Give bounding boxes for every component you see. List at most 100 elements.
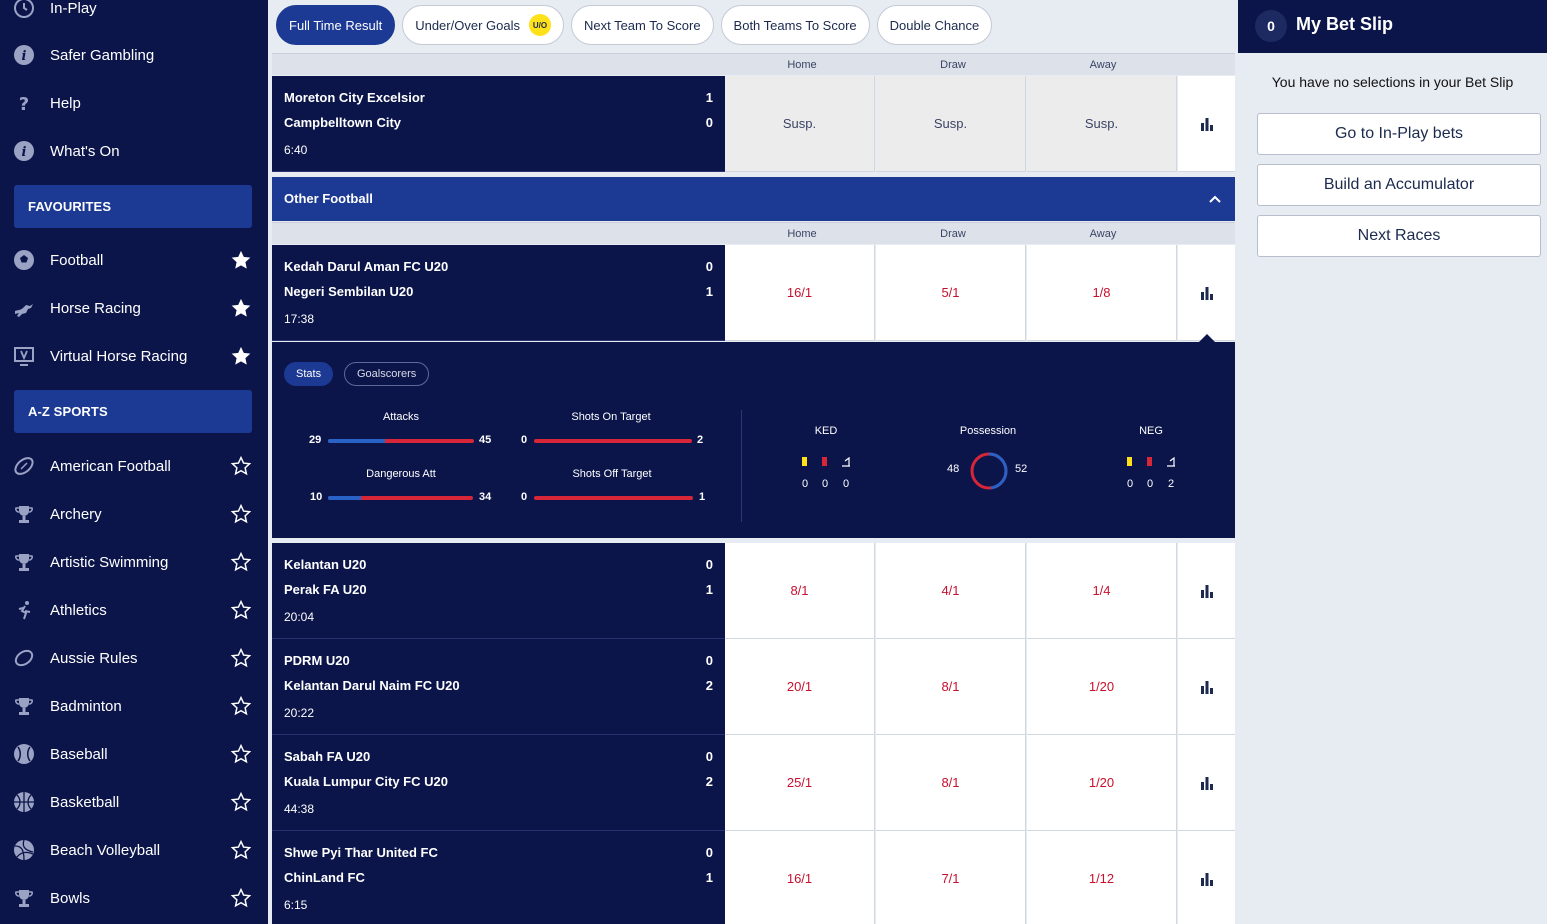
goalscorers-tab[interactable]: Goalscorers: [344, 362, 430, 386]
sidebar-item-safer-gambling[interactable]: i Safer Gambling: [0, 31, 268, 79]
sidebar-item-bowls[interactable]: Bowls: [0, 874, 268, 922]
star-outline-icon[interactable]: [230, 455, 252, 477]
tab-both-teams-to-score[interactable]: Both Teams To Score: [720, 5, 870, 45]
odds-away[interactable]: 1/12: [1027, 831, 1177, 924]
odds-home[interactable]: 20/1: [725, 639, 875, 735]
sidebar-item-label: Horse Racing: [50, 299, 141, 317]
stats-button[interactable]: [1178, 76, 1235, 172]
odds-draw[interactable]: 8/1: [876, 639, 1026, 735]
star-outline-icon[interactable]: [230, 551, 252, 573]
away-score: 2: [705, 774, 713, 789]
build-accumulator-button[interactable]: Build an Accumulator: [1257, 164, 1541, 206]
odds-draw[interactable]: 4/1: [876, 543, 1026, 639]
sidebar-item-american-football[interactable]: American Football: [0, 442, 268, 490]
sidebar-item-whats-on[interactable]: i What's On: [0, 127, 268, 175]
dangerous-att-label: Dangerous Att: [366, 468, 436, 480]
odds-home[interactable]: 25/1: [725, 735, 875, 831]
match-info[interactable]: Shwe Pyi Thar United FC 0 ChinLand FC 1 6:15: [272, 831, 725, 924]
home-corners-count: 0: [842, 478, 850, 490]
star-outline-icon[interactable]: [230, 839, 252, 861]
tab-full-time-result[interactable]: Full Time Result: [276, 5, 396, 45]
sidebar-item-badminton[interactable]: Badminton: [0, 682, 268, 730]
odds-away[interactable]: 1/20: [1027, 735, 1177, 831]
baseball-icon: [12, 742, 36, 766]
star-outline-icon[interactable]: [230, 503, 252, 525]
odds-draw[interactable]: 8/1: [876, 735, 1026, 831]
odds-draw[interactable]: 5/1: [876, 245, 1026, 341]
sidebar-item-archery[interactable]: Archery: [0, 490, 268, 538]
odds-away[interactable]: 1/4: [1027, 543, 1177, 639]
bet-slip-header[interactable]: 0 My Bet Slip: [1238, 0, 1547, 53]
tab-under-over-goals[interactable]: Under/Over Goals U/O: [402, 5, 564, 45]
go-to-in-play-button[interactable]: Go to In-Play bets: [1257, 113, 1541, 155]
match-info[interactable]: Sabah FA U20 0 Kuala Lumpur City FC U20 2 44…: [272, 735, 725, 831]
odds-away[interactable]: 1/8: [1027, 245, 1177, 341]
sidebar-item-beach-volleyball[interactable]: Beach Volleyball: [0, 826, 268, 874]
odds-home[interactable]: 16/1: [725, 245, 875, 341]
possession-home: 48: [947, 463, 960, 475]
uo-badge-icon: U/O: [528, 14, 551, 36]
sidebar-item-label: American Football: [50, 457, 171, 475]
star-filled-icon[interactable]: [230, 249, 252, 271]
stats-button[interactable]: [1178, 543, 1235, 639]
away-score: 1: [705, 870, 713, 885]
attacks-label: Attacks: [382, 411, 420, 423]
sidebar-item-athletics[interactable]: Athletics: [0, 586, 268, 634]
red-card-icon: [1147, 457, 1152, 466]
star-outline-icon[interactable]: [230, 743, 252, 765]
sidebar-item-help[interactable]: ? Help: [0, 79, 268, 127]
odds-home[interactable]: 8/1: [725, 543, 875, 639]
star-filled-icon[interactable]: [230, 297, 252, 319]
stats-button[interactable]: [1178, 831, 1235, 924]
odds-draw[interactable]: 7/1: [876, 831, 1026, 924]
odds-away[interactable]: 1/20: [1027, 639, 1177, 735]
sidebar-item-football[interactable]: Football: [0, 236, 268, 284]
stats-tab[interactable]: Stats: [284, 362, 334, 386]
stats-button[interactable]: [1178, 639, 1235, 735]
section-other-football[interactable]: Other Football: [272, 177, 1235, 221]
star-outline-icon[interactable]: [230, 599, 252, 621]
match-info[interactable]: Moreton City Excelsior 1 Campbelltown Ci…: [272, 76, 725, 172]
sidebar-item-horse-racing[interactable]: Horse Racing: [0, 284, 268, 332]
away-team: ChinLand FC: [284, 870, 365, 885]
svg-text:?: ?: [19, 94, 29, 114]
match-info[interactable]: Kedah Darul Aman FC U20 0 Negeri Sembila…: [272, 245, 725, 341]
star-outline-icon[interactable]: [230, 647, 252, 669]
column-header: Home Draw Away: [272, 53, 1235, 75]
question-icon: ?: [12, 91, 36, 115]
bar-chart-icon: [1200, 872, 1213, 886]
stats-button[interactable]: [1178, 735, 1235, 831]
star-outline-icon[interactable]: [230, 791, 252, 813]
sidebar-item-aussie-rules[interactable]: Aussie Rules: [0, 634, 268, 682]
star-outline-icon[interactable]: [230, 695, 252, 717]
sidebar: In-Play i Safer Gambling ? Help i What's…: [0, 0, 268, 924]
next-races-button[interactable]: Next Races: [1257, 215, 1541, 257]
sidebar-item-label: Bowls: [50, 889, 91, 907]
shots-on-target-away: 2: [697, 434, 704, 446]
sidebar-item-in-play[interactable]: In-Play: [0, 0, 268, 32]
possession-away: 52: [1015, 463, 1028, 475]
star-outline-icon[interactable]: [230, 887, 252, 909]
info-icon: i: [12, 43, 36, 67]
stats-button[interactable]: [1178, 245, 1235, 341]
sidebar-item-virtual-horse-racing[interactable]: Virtual Horse Racing: [0, 332, 268, 380]
section-title: Other Football: [284, 191, 373, 206]
match-info[interactable]: Kelantan U20 0 Perak FA U20 1 20:04: [272, 543, 725, 639]
match-info[interactable]: PDRM U20 0 Kelantan Darul Naim FC U20 2 20:2…: [272, 639, 725, 735]
column-header: Home Draw Away: [272, 222, 1235, 244]
odds-home[interactable]: 16/1: [725, 831, 875, 924]
market-tabs: Full Time Result Under/Over Goals U/O Ne…: [276, 5, 993, 45]
sidebar-item-label: Artistic Swimming: [50, 553, 169, 571]
bar-chart-icon: [1200, 584, 1213, 598]
shots-off-target-away: 1: [699, 491, 706, 503]
stats-panel: Stats Goalscorers Attacks 29 45 Shots On…: [272, 334, 1235, 538]
dangerous-att-bar: [328, 496, 473, 500]
sidebar-item-baseball[interactable]: Baseball: [0, 730, 268, 778]
match-time: 20:04: [284, 610, 315, 624]
star-filled-icon[interactable]: [230, 345, 252, 367]
tab-double-chance[interactable]: Double Chance: [876, 5, 993, 45]
sidebar-item-artistic-swimming[interactable]: Artistic Swimming: [0, 538, 268, 586]
tab-next-team-to-score[interactable]: Next Team To Score: [570, 5, 714, 45]
sidebar-item-basketball[interactable]: Basketball: [0, 778, 268, 826]
aussie-ball-icon: [12, 646, 36, 670]
